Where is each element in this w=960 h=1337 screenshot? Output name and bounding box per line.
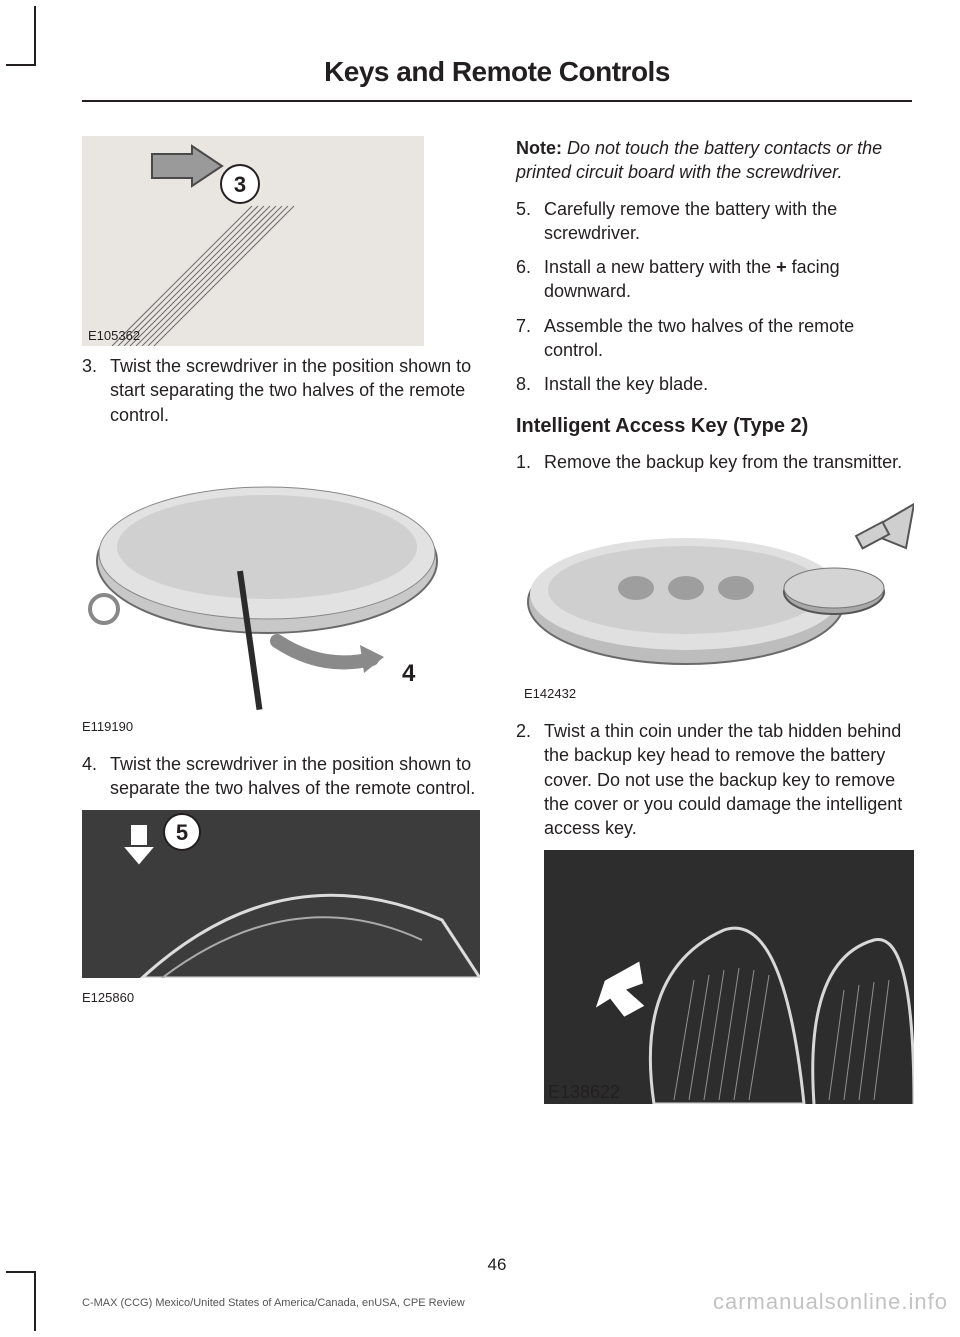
step-text: Install the key blade.	[544, 372, 914, 396]
page-number: 46	[38, 1255, 956, 1275]
step-text: Install a new battery with the + facing …	[544, 255, 914, 304]
step-number: 8.	[516, 372, 544, 396]
step-text: Twist the screwdriver in the position sh…	[110, 354, 480, 427]
figure-e142432	[516, 492, 914, 678]
plus-symbol: +	[776, 257, 787, 277]
step-text: Twist a thin coin under the tab hidden b…	[544, 719, 914, 840]
figure-id-e125860: E125860	[82, 990, 480, 1005]
figure-e105362: 3 E105362	[82, 136, 424, 346]
svg-text:4: 4	[402, 660, 416, 687]
step-1-type2: 1. Remove the backup key from the transm…	[516, 450, 914, 474]
step-text: Remove the backup key from the transmitt…	[544, 450, 914, 474]
header-rule	[82, 100, 912, 102]
step-2-type2: 2. Twist a thin coin under the tab hidde…	[516, 719, 914, 840]
step-number: 2.	[516, 719, 544, 840]
step-6-pre: Install a new battery with the	[544, 257, 776, 277]
page-header: Keys and Remote Controls	[82, 56, 912, 88]
step-number: 1.	[516, 450, 544, 474]
crop-mark-bottom-left	[6, 1271, 36, 1331]
step-3: 3. Twist the screwdriver in the position…	[82, 354, 480, 427]
step-6: 6. Install a new battery with the + faci…	[516, 255, 914, 304]
note-label: Note:	[516, 138, 562, 158]
step-4: 4. Twist the screwdriver in the position…	[82, 752, 480, 801]
step-text: Carefully remove the battery with the sc…	[544, 197, 914, 246]
step-number: 4.	[82, 752, 110, 801]
figure-e125860: 5	[82, 810, 480, 978]
page-content: Keys and Remote Controls	[38, 0, 956, 1337]
step-text: Assemble the two halves of the remote co…	[544, 314, 914, 363]
step-5: 5. Carefully remove the battery with the…	[516, 197, 914, 246]
left-column: 3 E105362 3. Twist the screwdriver in th…	[82, 136, 480, 1112]
figure-id-e119190: E119190	[82, 719, 480, 734]
footer-text: C-MAX (CCG) Mexico/United States of Amer…	[82, 1297, 465, 1309]
crop-mark-top-left	[6, 6, 36, 66]
note-block: Note: Do not touch the battery contacts …	[516, 136, 914, 185]
step-text: Twist the screwdriver in the position sh…	[110, 752, 480, 801]
step-number: 3.	[82, 354, 110, 427]
watermark: carmanualsonline.info	[713, 1289, 948, 1315]
page-title: Keys and Remote Controls	[82, 56, 912, 88]
step-8: 8. Install the key blade.	[516, 372, 914, 396]
step-7: 7. Assemble the two halves of the remote…	[516, 314, 914, 363]
figure-e138622: E138622	[544, 850, 914, 1104]
subheading-intelligent-access: Intelligent Access Key (Type 2)	[516, 415, 914, 438]
right-column: Note: Do not touch the battery contacts …	[516, 136, 914, 1112]
two-column-layout: 3 E105362 3. Twist the screwdriver in th…	[82, 136, 912, 1112]
step-number: 6.	[516, 255, 544, 304]
svg-text:E138622: E138622	[548, 1082, 620, 1102]
figure-e119190: 4	[82, 441, 480, 711]
svg-text:5: 5	[176, 820, 188, 845]
figure-id-e142432: E142432	[524, 686, 914, 701]
svg-text:3: 3	[234, 172, 246, 197]
step-number: 7.	[516, 314, 544, 363]
svg-text:E105362: E105362	[88, 328, 140, 343]
step-number: 5.	[516, 197, 544, 246]
note-body: Do not touch the battery contacts or the…	[516, 138, 882, 182]
